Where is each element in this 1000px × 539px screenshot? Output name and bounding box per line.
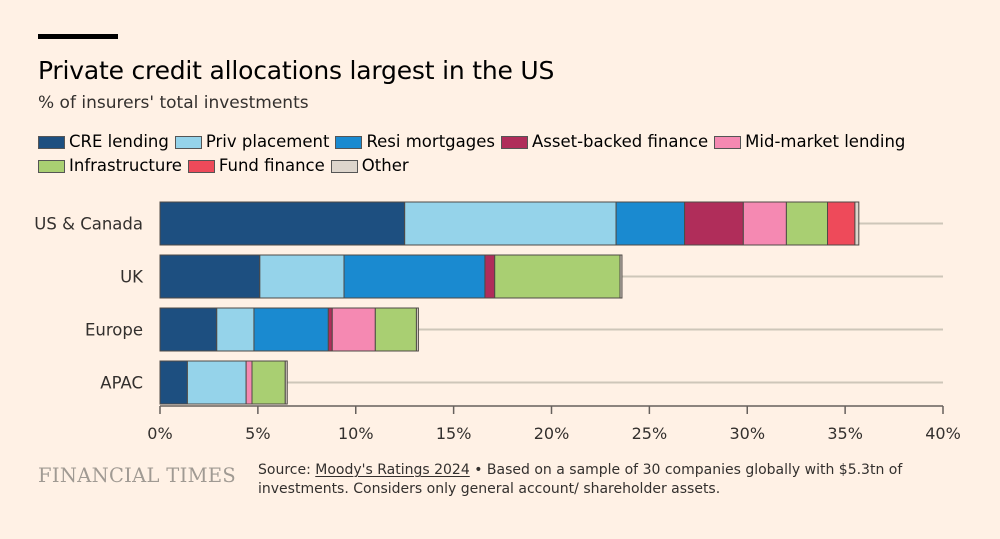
legend-swatch xyxy=(174,136,202,149)
bar-segment-europe-priv-placement xyxy=(216,307,255,352)
legend-swatch xyxy=(38,160,65,173)
bar-segment-apac-mid-market-lending xyxy=(245,360,253,405)
bar-segment-uk-priv-placement xyxy=(259,254,345,299)
bar-segment-europe-other xyxy=(415,307,419,352)
legend-swatch xyxy=(500,136,528,149)
bar-segment-us-and-canada-mid-market-lending xyxy=(742,201,787,246)
bar-segment-europe-cre-lending xyxy=(159,307,218,352)
ft-logo: FINANCIAL TIMES xyxy=(38,464,237,487)
bar-segment-apac-infrastructure xyxy=(251,360,286,405)
bar-segment-apac-other xyxy=(284,360,288,405)
bar-segment-us-and-canada-other xyxy=(854,201,860,246)
legend-swatch xyxy=(38,136,65,149)
legend-item-fund-finance: Fund finance xyxy=(187,154,325,178)
legend-item-resi-mortgages: Resi mortgages xyxy=(335,130,495,154)
legend-label: Other xyxy=(361,156,409,175)
bar-segment-us-and-canada-asset-backed-finance xyxy=(684,201,744,246)
chart-title: Private credit allocations largest in th… xyxy=(38,56,555,85)
legend-item-infrastructure: Infrastructure xyxy=(38,154,182,178)
bar-segment-us-and-canada-cre-lending xyxy=(159,201,406,246)
legend-item-priv-placement: Priv placement xyxy=(174,130,330,154)
bar-segment-uk-other xyxy=(619,254,623,299)
bar-segment-uk-infrastructure xyxy=(494,254,621,299)
bar-segment-us-and-canada-resi-mortgages xyxy=(615,201,686,246)
bar-segment-europe-asset-backed-finance xyxy=(327,307,333,352)
top-rule xyxy=(38,34,118,39)
x-tick-label: 15% xyxy=(436,424,472,443)
legend-label: Infrastructure xyxy=(69,156,182,175)
category-label: US & Canada xyxy=(34,215,143,234)
x-tick-label: 20% xyxy=(534,424,570,443)
source-details: • Based on a sample of 30 companies glob… xyxy=(258,462,903,497)
x-tick-label: 10% xyxy=(338,424,374,443)
source-link[interactable]: Moody's Ratings 2024 xyxy=(315,462,470,478)
bar-segment-europe-mid-market-lending xyxy=(331,307,376,352)
source-note: Source: Moody's Ratings 2024 • Based on … xyxy=(258,461,958,499)
legend-label: Priv placement xyxy=(205,132,330,151)
category-label: Europe xyxy=(85,321,143,340)
category-label: UK xyxy=(120,268,144,287)
bar-segment-uk-resi-mortgages xyxy=(343,254,486,299)
legend-swatch xyxy=(187,160,215,173)
legend-label: Asset-backed finance xyxy=(531,132,709,151)
bar-segment-europe-resi-mortgages xyxy=(253,307,329,352)
legend-item-other: Other xyxy=(330,154,409,178)
category-label: APAC xyxy=(100,374,143,393)
bar-segment-us-and-canada-fund-finance xyxy=(827,201,856,246)
x-tick-label: 40% xyxy=(925,424,961,443)
x-tick-label: 30% xyxy=(729,424,765,443)
legend-item-mid-market-lending: Mid-market lending xyxy=(714,130,905,154)
legend-label: Mid-market lending xyxy=(745,132,906,151)
bar-segment-europe-infrastructure xyxy=(374,307,417,352)
x-tick-label: 5% xyxy=(245,424,270,443)
x-tick-label: 25% xyxy=(632,424,668,443)
chart-legend: CRE lending Priv placement Resi mortgages A… xyxy=(38,130,978,178)
x-tick-label: 0% xyxy=(147,424,172,443)
bar-segment-uk-asset-backed-finance xyxy=(484,254,496,299)
legend-swatch xyxy=(714,136,742,149)
source-prefix: Source: xyxy=(258,462,316,478)
legend-swatch xyxy=(330,160,358,173)
x-tick-label: 35% xyxy=(827,424,863,443)
chart-subtitle: % of insurers' total investments xyxy=(38,93,309,113)
legend-label: Fund finance xyxy=(218,156,325,175)
legend-label: CRE lending xyxy=(69,132,169,151)
legend-item-cre-lending: CRE lending xyxy=(38,130,169,154)
legend-label: Resi mortgages xyxy=(366,132,495,151)
bar-segment-us-and-canada-priv-placement xyxy=(404,201,617,246)
bar-segment-apac-cre-lending xyxy=(159,360,188,405)
bar-segment-us-and-canada-infrastructure xyxy=(785,201,829,246)
bar-segment-apac-priv-placement xyxy=(186,360,247,405)
legend-swatch xyxy=(335,136,363,149)
bar-segment-uk-cre-lending xyxy=(159,254,261,299)
legend-item-asset-backed-finance: Asset-backed finance xyxy=(500,130,709,154)
